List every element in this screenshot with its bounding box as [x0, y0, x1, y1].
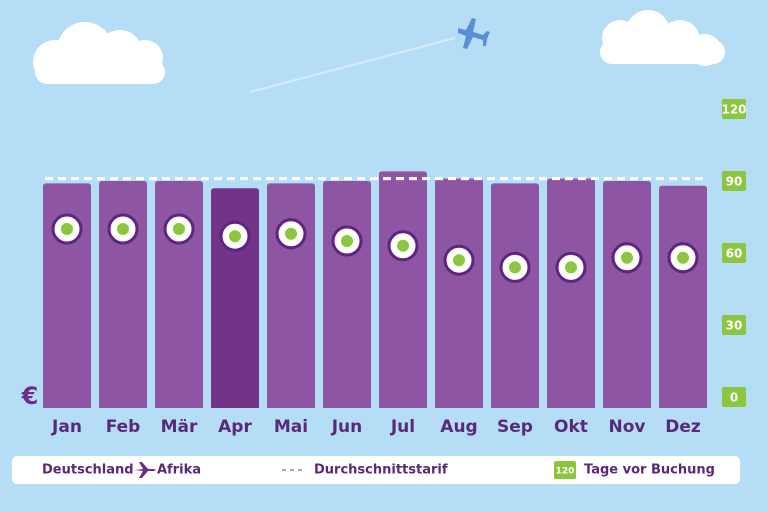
y2-tick-label: 90: [726, 175, 743, 189]
day-marker: [555, 251, 587, 283]
legend-calendar: [554, 461, 576, 479]
day-marker: [667, 242, 699, 274]
day-marker-dot: [509, 261, 521, 274]
calendar-icon: [722, 387, 746, 407]
x-tick-label: Dez: [665, 417, 701, 437]
x-tick-label: Aug: [440, 417, 477, 437]
day-marker: [163, 213, 195, 245]
day-marker: [499, 251, 531, 283]
bar: [603, 181, 651, 408]
x-tick-label: Mär: [161, 417, 198, 437]
x-tick-label: Okt: [554, 417, 588, 437]
x-tick-label: Apr: [218, 417, 252, 437]
bar: [323, 181, 371, 408]
day-marker: [331, 225, 363, 257]
day-marker: [219, 220, 251, 252]
y2-tick-label: 0: [730, 391, 738, 405]
bar: [379, 171, 427, 408]
calendar-icon: [722, 171, 746, 191]
bar: [43, 183, 91, 408]
currency-label: €: [21, 382, 39, 410]
y2-tick: 60: [722, 243, 746, 263]
bar: [491, 183, 539, 408]
day-marker: [443, 244, 475, 276]
day-marker: [387, 230, 419, 262]
y2-tick-label: 120: [721, 103, 746, 117]
x-tick-label: Jun: [331, 417, 363, 437]
calendar-icon: [722, 99, 746, 119]
day-marker-dot: [61, 223, 73, 235]
day-marker-dot: [397, 239, 409, 252]
day-marker: [51, 213, 83, 245]
day-marker-dot: [229, 230, 241, 243]
y2-tick-label: 30: [726, 319, 743, 333]
x-tick-label: Mai: [274, 417, 308, 437]
day-marker: [107, 213, 139, 245]
day-marker-dot: [565, 261, 577, 274]
y2-tick: 30: [722, 315, 746, 335]
plot: Jan Feb Mär Apr Mai Jun Jul Aug Sep Okt Nov Dez 0 30 6…: [43, 99, 747, 437]
day-marker-dot: [341, 235, 353, 247]
day-marker: [275, 218, 307, 250]
day-marker-dot: [453, 254, 465, 267]
day-marker-dot: [285, 227, 297, 240]
x-tick-label: Jan: [51, 417, 82, 437]
calendar-icon: [722, 243, 746, 263]
day-marker: [611, 242, 643, 274]
y2-tick: 120: [721, 99, 747, 119]
legend-calendar-label: 120: [556, 467, 575, 477]
bar: [435, 178, 483, 408]
y2-tick: 0: [722, 387, 746, 407]
y2-tick: 90: [722, 171, 746, 191]
legend-from: Deutschland: [42, 463, 134, 478]
legend-days: Tage vor Buchung: [584, 463, 715, 478]
plane: [458, 18, 490, 49]
bar: [547, 178, 595, 408]
day-marker-dot: [173, 223, 185, 235]
cloud: [600, 10, 725, 66]
day-marker-dot: [621, 251, 633, 264]
x-tick-label: Jul: [390, 417, 415, 437]
x-tick-label: Nov: [609, 417, 646, 437]
legend-to: Afrika: [157, 463, 201, 478]
y2-tick-label: 60: [726, 247, 743, 261]
bar: [267, 183, 315, 408]
contrail: [249, 37, 456, 93]
day-marker-dot: [677, 251, 689, 264]
x-tick-label: Feb: [106, 417, 141, 437]
legend-average: Durchschnittstarif: [314, 463, 448, 478]
cloud: [33, 22, 165, 84]
calendar-icon: [722, 315, 746, 335]
bar: [659, 185, 707, 408]
day-marker-dot: [117, 223, 129, 235]
legend-plane: [135, 462, 156, 478]
x-tick-label: Sep: [497, 417, 533, 437]
